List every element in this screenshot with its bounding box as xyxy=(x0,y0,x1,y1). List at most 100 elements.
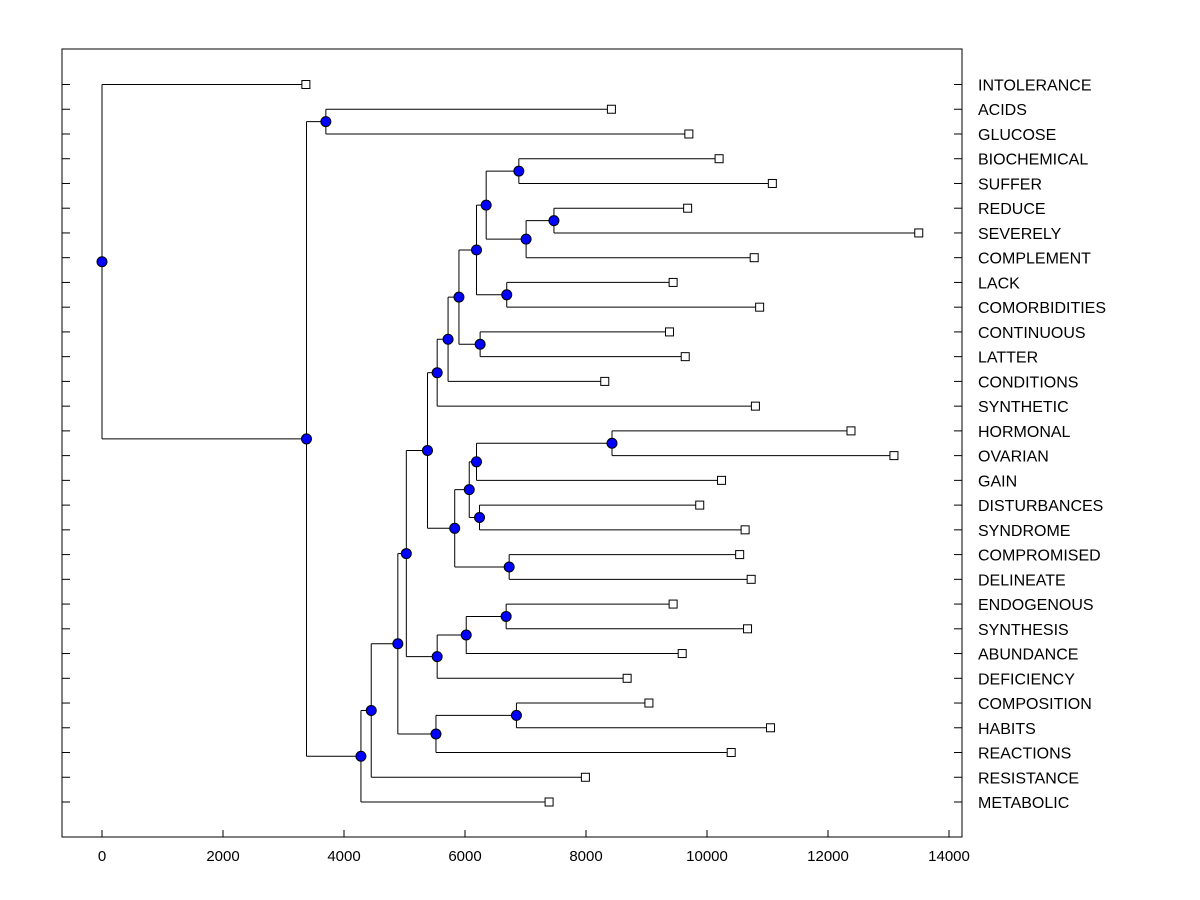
leaf-marker xyxy=(746,574,756,584)
merge-node xyxy=(453,291,465,303)
merge-node xyxy=(460,629,472,641)
leaf-marker xyxy=(766,723,776,733)
leaf-label: REACTIONS xyxy=(978,746,1071,763)
merge-node xyxy=(430,728,442,740)
merge-node xyxy=(400,548,412,560)
leaf-label: LATTER xyxy=(978,350,1038,367)
leaf-label: COMPOSITION xyxy=(978,696,1092,713)
merge-node xyxy=(442,333,454,345)
leaf-labels: INTOLERANCE ACIDS GLUCOSE BIOCHEMICAL SUFFER… xyxy=(978,78,1106,813)
leaf-label: BIOCHEMICAL xyxy=(978,152,1088,169)
merge-node xyxy=(480,199,492,211)
leaf-marker xyxy=(695,500,705,510)
merge-node xyxy=(431,651,443,663)
merge-node xyxy=(500,610,512,622)
leaf-marker xyxy=(717,475,727,485)
merge-node xyxy=(300,433,312,445)
merge-node xyxy=(470,244,482,256)
x-tick-label: 0 xyxy=(98,848,106,865)
leaf-marker xyxy=(767,178,777,188)
leaf-marker xyxy=(889,451,899,461)
leaf-label: LACK xyxy=(978,275,1020,292)
leaf-marker xyxy=(677,649,687,659)
merge-node xyxy=(474,511,486,523)
leaf-marker xyxy=(743,624,753,634)
leaf-label: COMPLEMENT xyxy=(978,251,1091,268)
leaf-label: COMORBIDITIES xyxy=(978,300,1106,317)
x-tick-label: 4000 xyxy=(327,848,360,865)
merge-node xyxy=(606,437,618,449)
dendrogram-links xyxy=(101,84,919,803)
x-tick-label: 10000 xyxy=(686,848,728,865)
leaf-label: REDUCE xyxy=(978,201,1046,218)
leaf-marker xyxy=(580,772,590,782)
merge-node xyxy=(463,484,475,496)
leaf-marker xyxy=(644,698,654,708)
leaf-label: GLUCOSE xyxy=(978,127,1056,144)
merge-node xyxy=(449,522,461,534)
leaf-label: DISTURBANCES xyxy=(978,498,1103,515)
leaf-label: CONTINUOUS xyxy=(978,325,1086,342)
leaf-marker xyxy=(544,797,554,807)
leaf-marker xyxy=(668,599,678,609)
leaf-label: SYNDROME xyxy=(978,523,1070,540)
merge-node xyxy=(355,750,367,762)
leaf-marker xyxy=(846,426,856,436)
leaf-marker xyxy=(749,253,759,263)
merge-node xyxy=(96,256,108,268)
leaf-marker xyxy=(914,228,924,238)
x-tick-label: 12000 xyxy=(807,848,849,865)
leaf-marker xyxy=(664,327,674,337)
leaf-marker xyxy=(600,376,610,386)
merge-node xyxy=(501,289,513,301)
leaf-label: RESISTANCE xyxy=(978,770,1079,787)
leaf-label: OVARIAN xyxy=(978,449,1049,466)
merge-node xyxy=(503,561,515,573)
merge-node xyxy=(421,444,433,456)
leaf-marker xyxy=(680,352,690,362)
x-tick-label: 2000 xyxy=(206,848,239,865)
leaf-markers xyxy=(301,80,924,807)
merge-node xyxy=(392,638,404,650)
y-tick-marks xyxy=(62,84,962,803)
leaf-label: COMPROMISED xyxy=(978,548,1101,565)
leaf-marker xyxy=(622,673,632,683)
merge-node xyxy=(548,215,560,227)
leaf-label: ABUNDANCE xyxy=(978,647,1078,664)
leaf-marker xyxy=(606,104,616,114)
merge-node xyxy=(510,709,522,721)
x-axis: 0 2000 4000 6000 8000 10000 12000 14000 xyxy=(98,830,970,865)
merge-node xyxy=(431,367,443,379)
leaf-label: HORMONAL xyxy=(978,424,1071,441)
x-tick-label: 6000 xyxy=(448,848,481,865)
merge-node xyxy=(320,116,332,128)
leaf-label: INTOLERANCE xyxy=(978,78,1092,95)
leaf-label: GAIN xyxy=(978,473,1017,490)
merge-node xyxy=(520,233,532,245)
leaf-label: SUFFER xyxy=(978,176,1042,193)
leaf-marker xyxy=(750,401,760,411)
leaf-marker xyxy=(301,80,311,89)
leaf-label: DEFICIENCY xyxy=(978,671,1075,688)
leaf-label: ENDOGENOUS xyxy=(978,597,1094,614)
leaf-label: SYNTHETIC xyxy=(978,399,1069,416)
x-tick-label: 14000 xyxy=(928,848,970,865)
leaf-marker xyxy=(714,154,724,164)
merge-node xyxy=(470,456,482,468)
x-tick-label: 8000 xyxy=(569,848,602,865)
plot-frame xyxy=(61,48,963,838)
leaf-marker xyxy=(735,550,745,560)
merge-nodes xyxy=(96,116,618,762)
leaf-label: METABOLIC xyxy=(978,795,1069,812)
leaf-label: DELINEATE xyxy=(978,572,1066,589)
leaf-label: SEVERELY xyxy=(978,226,1062,243)
leaf-label: SYNTHESIS xyxy=(978,622,1069,639)
leaf-marker xyxy=(726,748,736,758)
leaf-marker xyxy=(683,203,693,213)
merge-node xyxy=(365,705,377,717)
merge-node xyxy=(474,338,486,350)
leaf-marker xyxy=(755,302,765,312)
leaf-marker xyxy=(740,525,750,535)
leaf-label: HABITS xyxy=(978,721,1036,738)
